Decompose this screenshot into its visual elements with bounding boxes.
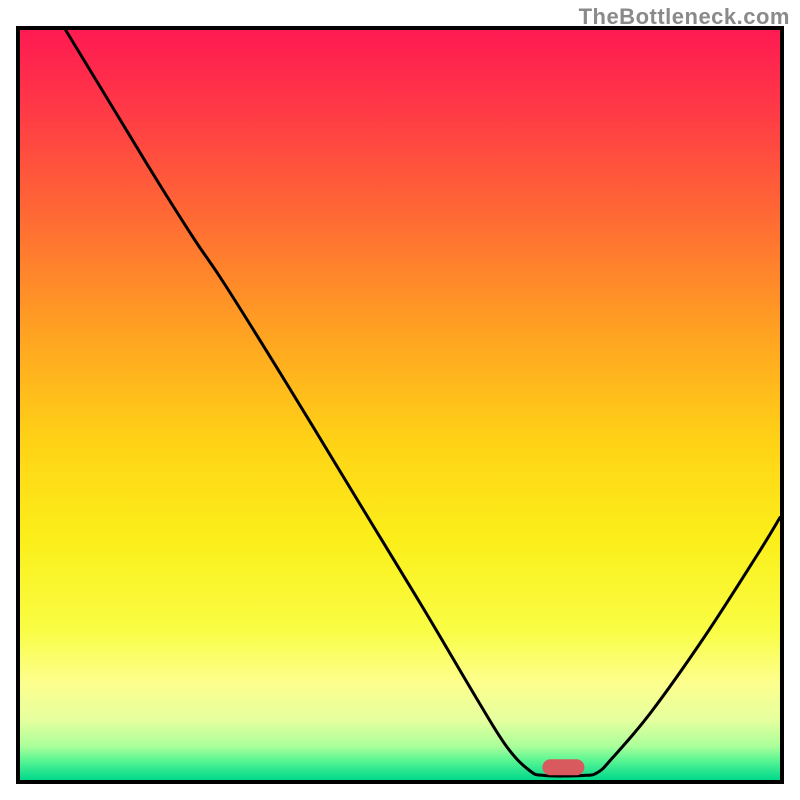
bottleneck-chart (0, 0, 800, 800)
optimum-marker (542, 759, 584, 775)
chart-container: TheBottleneck.com (0, 0, 800, 800)
watermark-text: TheBottleneck.com (579, 4, 790, 30)
